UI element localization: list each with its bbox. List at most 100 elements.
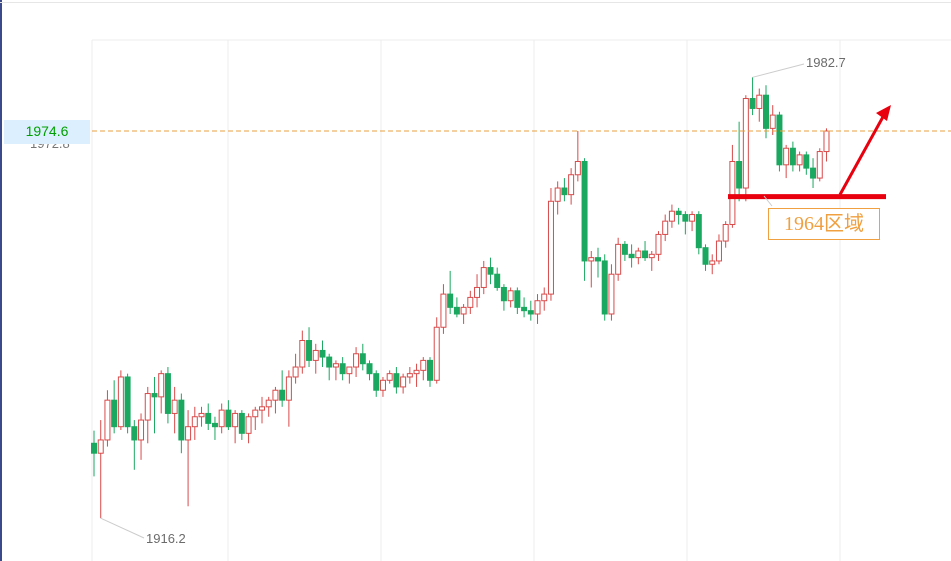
candle-body-up xyxy=(299,340,306,368)
candle-body-up xyxy=(689,214,696,222)
candle-body-up xyxy=(144,393,151,421)
candle-body-down xyxy=(238,412,245,434)
candle-body-up xyxy=(353,353,360,368)
candle-body-down xyxy=(359,353,366,365)
candle-body-up xyxy=(507,290,514,302)
candle-body-up xyxy=(104,399,111,441)
candle-body-up xyxy=(158,373,165,398)
candle-body-up xyxy=(480,267,487,288)
candle-body-up xyxy=(185,426,192,441)
candle-body-up xyxy=(198,412,205,418)
candle-body-up xyxy=(568,174,575,196)
candle-body-down xyxy=(628,253,635,259)
candle-body-up xyxy=(218,409,225,428)
arrow-shaft xyxy=(838,114,886,196)
candle-body-up xyxy=(265,399,272,408)
candle-body-up xyxy=(588,257,595,262)
candle-body-down xyxy=(527,310,534,315)
candle-body-up xyxy=(413,369,420,375)
candle-body-up xyxy=(379,379,386,391)
candle-body-down xyxy=(494,273,501,288)
candle-body-up xyxy=(574,160,581,176)
candle-body-down xyxy=(427,359,433,381)
candle-body-down xyxy=(776,114,783,166)
candle-body-up xyxy=(816,151,823,179)
candle-body-down xyxy=(373,373,380,391)
candle-body-down xyxy=(339,363,346,375)
candle-body-up xyxy=(729,160,736,225)
arrow-head xyxy=(876,105,891,121)
candle-body-down xyxy=(319,349,326,358)
candle-body-up xyxy=(259,406,265,411)
candle-body-down xyxy=(453,306,460,315)
candle-body-down xyxy=(702,247,709,265)
candle-body-down xyxy=(151,393,158,398)
candle-body-up xyxy=(769,114,776,129)
candle-body-up xyxy=(460,306,467,315)
candle-body-up xyxy=(547,200,554,295)
grid-lines xyxy=(91,39,951,561)
candle-body-down xyxy=(561,187,568,196)
candle-body-up xyxy=(400,376,407,388)
candle-body-down xyxy=(279,389,286,401)
candle-body-down xyxy=(225,409,232,428)
candle-body-down xyxy=(621,243,628,255)
candle-body-up xyxy=(346,366,353,375)
candle-body-down xyxy=(447,293,454,308)
candle-body-up xyxy=(742,98,749,189)
high-leader xyxy=(752,63,805,78)
candle-body-up xyxy=(823,130,830,153)
candle-body-down xyxy=(124,376,131,428)
candle-body-up xyxy=(668,210,675,222)
candle-body-up xyxy=(245,416,252,434)
candle-body-down xyxy=(366,363,373,375)
candle-body-up xyxy=(615,243,622,275)
candle-body-down xyxy=(675,210,682,216)
candle-body-up xyxy=(783,147,790,166)
candle-body-up xyxy=(756,94,763,109)
candle-body-up xyxy=(715,240,722,262)
candle-body-down xyxy=(695,214,702,249)
candle-body-down xyxy=(514,290,521,308)
candle-body-up xyxy=(386,373,393,381)
candle-body-up xyxy=(541,293,548,302)
candle-body-up xyxy=(655,233,662,255)
candle-body-up xyxy=(406,373,413,378)
candle-body-up xyxy=(709,260,716,265)
annotation-leaders xyxy=(100,63,805,539)
candle-body-down xyxy=(581,160,588,262)
candle-body-up xyxy=(232,412,239,428)
candle-body-up xyxy=(648,253,655,259)
candle-body-down xyxy=(601,260,608,315)
candle-body-down xyxy=(326,356,333,368)
candle-body-down xyxy=(763,94,769,129)
candle-body-down xyxy=(595,257,601,262)
candle-body-down xyxy=(306,340,313,361)
candle-body-down xyxy=(682,214,689,222)
candle-body-down xyxy=(131,426,138,441)
low-leader xyxy=(100,517,145,539)
candle-body-up xyxy=(191,416,198,428)
candle-body-up xyxy=(608,273,615,315)
candle-body-down xyxy=(164,373,171,414)
candle-body-down xyxy=(642,250,649,259)
candle-body-down xyxy=(803,154,810,169)
support-zone-label: 1964区域 xyxy=(768,208,880,240)
candle-body-up xyxy=(171,399,178,414)
candle-body-down xyxy=(749,98,756,109)
candle-body-up xyxy=(312,349,319,361)
candle-body-up xyxy=(554,187,561,202)
candle-body-down xyxy=(736,160,743,189)
candle-body-down xyxy=(487,267,494,275)
candle-body-down xyxy=(211,422,218,428)
candle-body-up xyxy=(433,326,440,381)
breakout-arrow xyxy=(838,105,891,196)
candle-body-down xyxy=(789,147,796,166)
zone-leader xyxy=(763,195,773,207)
candle-body-up xyxy=(722,223,729,242)
candle-body-up xyxy=(252,409,259,418)
candle-body-up xyxy=(796,154,803,166)
candle-body-up xyxy=(474,286,481,298)
